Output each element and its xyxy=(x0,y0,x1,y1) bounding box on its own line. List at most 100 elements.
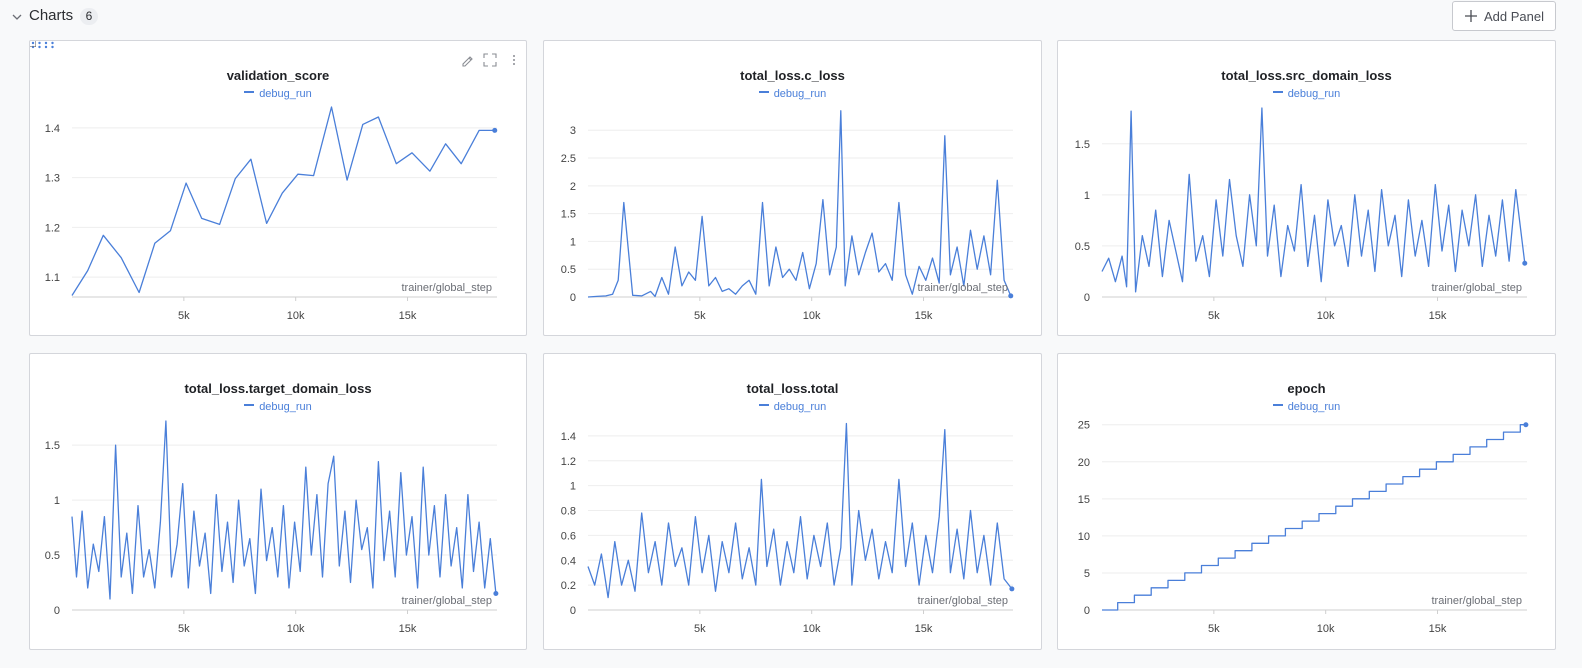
chart-title: total_loss.total xyxy=(746,381,839,396)
x-axis-label: trainer/global_step xyxy=(1431,595,1522,607)
resize-handle-icon[interactable] xyxy=(30,41,36,47)
series-line-debug-run xyxy=(587,422,1013,599)
y-tick-label: 1.5 xyxy=(1075,139,1090,151)
plus-icon xyxy=(1465,10,1477,22)
chart-panel-epoch[interactable]: 0 5 10 15 20 25 5k 10k 15k trainer/global_step epo… xyxy=(1057,353,1556,650)
y-tick-label: 1.4 xyxy=(561,431,576,443)
y-tick-label: 0 xyxy=(1084,292,1090,304)
y-tick-label: 2 xyxy=(570,181,576,193)
x-tick-label: 5k xyxy=(178,310,190,322)
y-tick-label: 0.2 xyxy=(561,580,576,592)
chart-panel-total-loss-src-domain-loss[interactable]: 0 0.5 1 1.5 5k 10k 15k trainer/global_step total… xyxy=(1057,40,1556,336)
section-title[interactable]: Charts xyxy=(29,7,74,24)
x-tick-label: 15k xyxy=(399,310,417,322)
y-tick-label: 25 xyxy=(1078,420,1090,432)
y-tick-label: 1.1 xyxy=(45,272,60,284)
x-tick-label: 15k xyxy=(915,310,933,322)
y-tick-label: 0 xyxy=(570,292,576,304)
y-tick-label: 0 xyxy=(54,605,60,617)
x-tick-label: 15k xyxy=(399,623,417,635)
legend-swatch xyxy=(244,91,255,94)
chart-title: epoch xyxy=(1287,381,1326,396)
x-tick-label: 10k xyxy=(1317,310,1335,322)
chevron-down-icon[interactable] xyxy=(10,10,24,24)
y-tick-label: 1 xyxy=(54,495,60,507)
y-tick-label: 1.5 xyxy=(561,209,576,221)
series-endpoint xyxy=(1009,586,1015,592)
y-tick-label: 0.8 xyxy=(561,506,576,518)
chart-panel-total-loss-c-loss[interactable]: 0 0.5 1 1.5 2 2.5 3 5k 10k 15k trainer/global_step… xyxy=(543,40,1042,336)
section-count-badge: 6 xyxy=(80,8,98,25)
more-vertical-icon[interactable] xyxy=(507,53,521,67)
chart-title: validation_score xyxy=(226,68,330,83)
add-panel-label: Add Panel xyxy=(1484,8,1544,24)
series-endpoint xyxy=(1522,260,1528,266)
chart-plot: 0 0.5 1 1.5 5k 10k 15k trainer/global_step xyxy=(45,420,499,635)
y-tick-label: 0.5 xyxy=(561,264,576,276)
legend-swatch xyxy=(1272,404,1283,407)
legend-label: debug_run xyxy=(1287,88,1341,100)
series-line-debug-run xyxy=(587,110,1012,298)
charts-section-header: Charts 6 Add Panel xyxy=(0,0,1582,34)
x-tick-label: 15k xyxy=(915,623,933,635)
chart-legend[interactable]: debug_run xyxy=(1058,401,1555,413)
y-tick-label: 1 xyxy=(570,236,576,248)
chart-panel-total-loss-target-domain-loss[interactable]: 0 0.5 1 1.5 5k 10k 15k trainer/global_step total… xyxy=(29,353,527,650)
chart-plot: 0 5 10 15 20 25 5k 10k 15k trainer/global_step xyxy=(1078,420,1529,635)
chart-panel-validation-score[interactable]: 1.1 1.2 1.3 1.4 5k 10k 15k trainer/global_step v… xyxy=(29,40,527,336)
series-line-debug-run xyxy=(1101,107,1526,293)
x-axis-label: trainer/global_step xyxy=(917,595,1008,607)
x-axis-label: trainer/global_step xyxy=(1431,282,1522,294)
chart-legend[interactable]: debug_run xyxy=(30,401,526,413)
chart-legend[interactable]: debug_run xyxy=(544,401,1041,413)
chart-title: total_loss.src_domain_loss xyxy=(1221,68,1392,83)
x-tick-label: 5k xyxy=(694,310,706,322)
y-tick-label: 1.3 xyxy=(45,173,60,185)
chart-legend[interactable]: debug_run xyxy=(1058,88,1555,100)
y-tick-label: 1.2 xyxy=(561,456,576,468)
x-tick-label: 10k xyxy=(803,310,821,322)
y-tick-label: 0.5 xyxy=(1075,241,1090,253)
chart-legend[interactable]: debug_run xyxy=(30,88,526,100)
y-tick-label: 1.4 xyxy=(45,123,60,135)
x-tick-label: 10k xyxy=(287,623,305,635)
y-tick-label: 15 xyxy=(1078,494,1090,506)
legend-label: debug_run xyxy=(773,401,827,413)
y-tick-label: 20 xyxy=(1078,457,1090,469)
legend-swatch xyxy=(758,404,769,407)
y-tick-label: 2.5 xyxy=(561,153,576,165)
chart-panel-total-loss-total[interactable]: 0 0.2 0.4 0.6 0.8 1 1.2 1.4 5k 10k 15k trainer/glob… xyxy=(543,353,1042,650)
y-tick-label: 10 xyxy=(1078,531,1090,543)
chart-legend[interactable]: debug_run xyxy=(544,88,1041,100)
x-tick-label: 5k xyxy=(1208,623,1220,635)
y-tick-label: 1.5 xyxy=(45,440,60,452)
y-tick-label: 0 xyxy=(1084,605,1090,617)
legend-label: debug_run xyxy=(773,88,827,100)
pencil-icon[interactable] xyxy=(460,53,474,67)
drag-handle-icon[interactable] xyxy=(30,41,56,49)
add-panel-button[interactable]: Add Panel xyxy=(1452,1,1556,31)
x-tick-label: 10k xyxy=(803,623,821,635)
chart-title: total_loss.c_loss xyxy=(740,68,845,83)
y-tick-label: 0.4 xyxy=(561,555,576,567)
x-axis-label: trainer/global_step xyxy=(401,595,492,607)
series-endpoint xyxy=(1523,422,1529,428)
x-tick-label: 5k xyxy=(1208,310,1220,322)
x-tick-label: 15k xyxy=(1429,623,1447,635)
series-endpoint xyxy=(492,127,498,133)
y-tick-label: 0 xyxy=(570,605,576,617)
series-endpoint xyxy=(493,591,499,597)
x-tick-label: 10k xyxy=(1317,623,1335,635)
x-axis-label: trainer/global_step xyxy=(917,282,1008,294)
y-tick-label: 5 xyxy=(1084,568,1090,580)
legend-swatch xyxy=(758,91,769,94)
legend-swatch xyxy=(1272,91,1283,94)
legend-label: debug_run xyxy=(259,401,312,413)
fullscreen-icon[interactable] xyxy=(483,53,497,67)
chart-plot: 0 0.2 0.4 0.6 0.8 1 1.2 1.4 5k 10k 15k trainer/glob… xyxy=(561,422,1015,635)
x-axis-label: trainer/global_step xyxy=(401,282,492,294)
chart-plot: 0 0.5 1 1.5 5k 10k 15k trainer/global_step xyxy=(1075,107,1528,322)
x-tick-label: 15k xyxy=(1429,310,1447,322)
chart-plot: 1.1 1.2 1.3 1.4 5k 10k 15k trainer/global_step xyxy=(45,106,498,322)
y-tick-label: 1 xyxy=(570,481,576,493)
